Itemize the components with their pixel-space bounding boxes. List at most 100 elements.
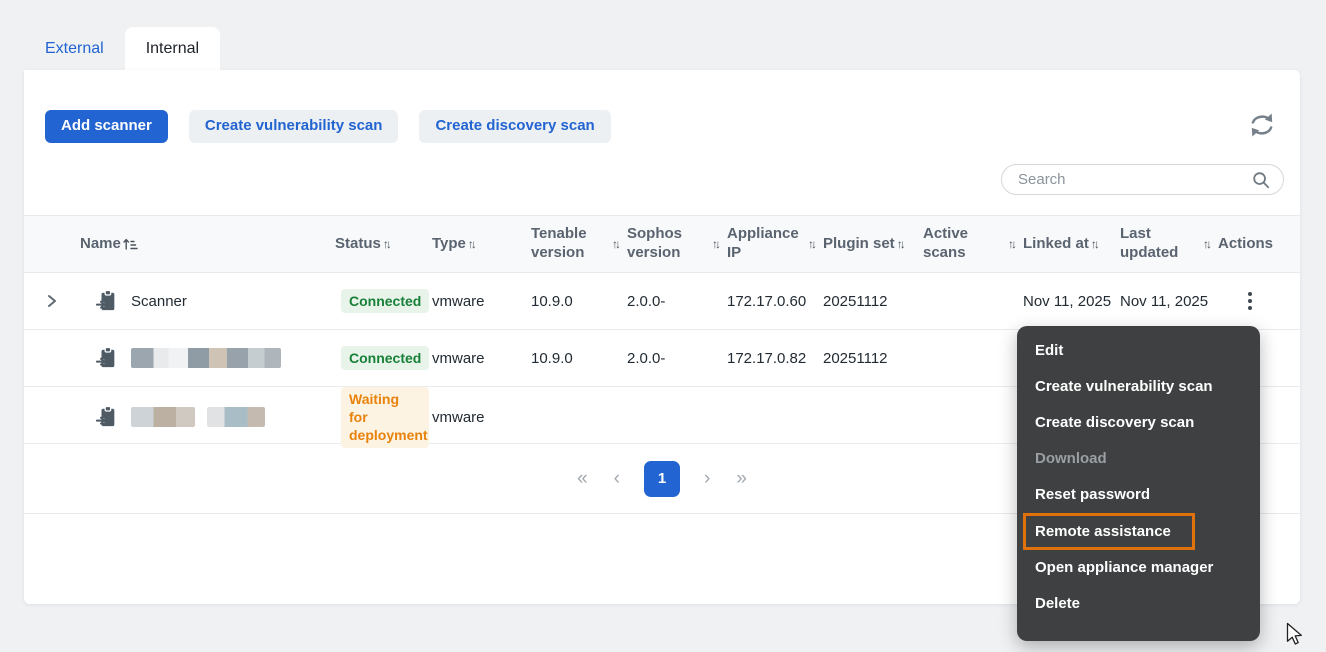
redacted-block bbox=[207, 407, 265, 428]
table-body: Scanner Connected vmware 10.9.0 2.0.0- 1… bbox=[24, 273, 1300, 448]
type-cell: vmware bbox=[432, 292, 485, 310]
column-label: Actions bbox=[1218, 234, 1274, 252]
sort-icon: ↑↓ bbox=[896, 236, 906, 251]
menu-item-reset-password[interactable]: Reset password bbox=[1035, 486, 1151, 503]
table-row: Waiting for deployment vmware bbox=[24, 387, 1300, 448]
scanner-name: Scanner bbox=[131, 292, 187, 310]
scanner-name-cell bbox=[80, 405, 335, 429]
scanner-icon bbox=[96, 289, 115, 311]
last-page-button[interactable]: » bbox=[736, 467, 747, 489]
sort-icon: ↑↓ bbox=[712, 236, 721, 251]
menu-item-create-discovery-scan[interactable]: Create discovery scan bbox=[1035, 414, 1195, 431]
status-badge: Connected bbox=[341, 288, 430, 314]
create-vulnerability-scan-button[interactable]: Create vulnerability scan bbox=[188, 110, 399, 143]
table-row: Scanner Connected vmware 10.9.0 2.0.0- 1… bbox=[24, 273, 1300, 330]
column-label: Plugin set bbox=[823, 234, 895, 252]
first-page-button[interactable]: « bbox=[577, 467, 588, 489]
column-header-type[interactable]: Type ↑↓ bbox=[432, 235, 531, 254]
search-icon[interactable] bbox=[1251, 170, 1271, 190]
plugin-set-cell: 20251112 bbox=[823, 349, 888, 367]
menu-item-create-vulnerability-scan[interactable]: Create vulnerability scan bbox=[1035, 378, 1213, 395]
column-label: Active scans bbox=[923, 225, 969, 261]
sophos-version-cell: 2.0.0- bbox=[627, 292, 666, 310]
redacted-block bbox=[131, 407, 195, 428]
scanner-name-cell bbox=[80, 346, 335, 370]
sort-icon: ↑↓ bbox=[1203, 236, 1212, 251]
column-label: Status bbox=[335, 234, 381, 252]
tab-external[interactable]: External bbox=[24, 27, 125, 70]
pagination: « ‹ 1 › » bbox=[24, 444, 1300, 514]
sort-icon: ↑↓ bbox=[612, 236, 621, 251]
search-input[interactable] bbox=[1018, 171, 1251, 188]
tab-internal-label: Internal bbox=[145, 39, 200, 57]
scanner-name-cell: Scanner bbox=[80, 289, 335, 313]
sort-icon: ↑↓ bbox=[1090, 236, 1100, 251]
menu-item-remote-assistance[interactable]: Remote assistance bbox=[1023, 513, 1195, 550]
column-header-status[interactable]: Status ↑↓ bbox=[335, 235, 432, 254]
column-label: Name bbox=[80, 234, 121, 252]
appliance-ip-cell: 172.17.0.82 bbox=[727, 349, 807, 367]
column-label: Type bbox=[432, 234, 466, 252]
tab-external-label: External bbox=[45, 39, 104, 57]
status-cell: Connected bbox=[335, 345, 432, 371]
sort-icon: ↑↓ bbox=[382, 236, 392, 251]
column-label: Appliance IP bbox=[727, 225, 799, 261]
expand-row-button[interactable] bbox=[24, 293, 80, 309]
actions-cell bbox=[1218, 288, 1300, 314]
column-label: Last updated bbox=[1120, 225, 1179, 261]
tab-bar: External Internal bbox=[24, 27, 221, 70]
row-actions-menu-button[interactable] bbox=[1238, 288, 1262, 314]
redacted-scanner-name bbox=[131, 348, 281, 368]
appliance-ip-cell: 172.17.0.60 bbox=[727, 292, 807, 310]
menu-item-delete[interactable]: Delete bbox=[1035, 595, 1081, 612]
search-box bbox=[1001, 164, 1284, 195]
chevron-right-icon bbox=[48, 295, 56, 307]
column-header-sophos-version[interactable]: Sophos version ↑↓ bbox=[627, 225, 727, 263]
menu-item-edit[interactable]: Edit bbox=[1035, 342, 1064, 359]
toolbar: Add scanner Create vulnerability scan Cr… bbox=[45, 110, 611, 143]
status-badge: Waiting for deployment bbox=[341, 387, 429, 448]
column-header-last-updated[interactable]: Last updated ↑↓ bbox=[1120, 225, 1218, 263]
sort-icon: ↑↓ bbox=[1008, 236, 1017, 251]
add-scanner-button[interactable]: Add scanner bbox=[45, 110, 168, 143]
status-cell: Waiting for deployment bbox=[335, 387, 432, 448]
redacted-scanner-name bbox=[131, 407, 265, 428]
tenable-version-cell: 10.9.0 bbox=[531, 349, 573, 367]
mouse-cursor bbox=[1286, 622, 1302, 645]
refresh-icon bbox=[1251, 113, 1273, 137]
column-header-tenable-version[interactable]: Tenable version ↑↓ bbox=[531, 225, 627, 263]
page-number-button[interactable]: 1 bbox=[644, 460, 680, 497]
scanner-icon bbox=[96, 406, 115, 427]
scanner-icon bbox=[96, 346, 115, 368]
column-header-actions: Actions bbox=[1218, 235, 1300, 254]
column-label: Linked at bbox=[1023, 234, 1089, 252]
column-header-appliance-ip[interactable]: Appliance IP ↑↓ bbox=[727, 225, 823, 263]
linked-at-cell: Nov 11, 2025 bbox=[1023, 292, 1112, 310]
type-cell: vmware bbox=[432, 349, 485, 367]
plugin-set-cell: 20251112 bbox=[823, 292, 888, 310]
refresh-button[interactable] bbox=[1248, 113, 1276, 139]
status-cell: Connected bbox=[335, 288, 432, 314]
menu-item-open-appliance-manager[interactable]: Open appliance manager bbox=[1035, 559, 1214, 576]
column-label: Sophos version bbox=[627, 225, 682, 261]
column-header-name[interactable]: Name bbox=[80, 235, 335, 254]
next-page-button[interactable]: › bbox=[704, 467, 711, 489]
last-updated-cell: Nov 11, 2025 bbox=[1120, 292, 1209, 310]
sort-icon: ↑↓ bbox=[808, 236, 817, 251]
table-header-row: Name Status ↑↓ Type ↑↓ Tenable version ↑… bbox=[24, 215, 1300, 273]
column-label: Tenable version bbox=[531, 225, 587, 261]
column-header-linked-at[interactable]: Linked at ↑↓ bbox=[1023, 235, 1120, 254]
tab-internal[interactable]: Internal bbox=[124, 27, 221, 70]
sort-ascending-icon bbox=[123, 238, 138, 250]
menu-item-download[interactable]: Download bbox=[1035, 450, 1107, 467]
sort-icon: ↑↓ bbox=[467, 236, 477, 251]
previous-page-button[interactable]: ‹ bbox=[613, 467, 620, 489]
create-discovery-scan-button[interactable]: Create discovery scan bbox=[419, 110, 611, 143]
sophos-version-cell: 2.0.0- bbox=[627, 349, 666, 367]
type-cell: vmware bbox=[432, 408, 485, 426]
status-badge: Connected bbox=[341, 345, 430, 371]
row-actions-context-menu: Edit Create vulnerability scan Create di… bbox=[1017, 326, 1260, 641]
tenable-version-cell: 10.9.0 bbox=[531, 292, 573, 310]
column-header-plugin-set[interactable]: Plugin set ↑↓ bbox=[823, 235, 923, 254]
column-header-active-scans[interactable]: Active scans ↑↓ bbox=[923, 225, 1023, 263]
